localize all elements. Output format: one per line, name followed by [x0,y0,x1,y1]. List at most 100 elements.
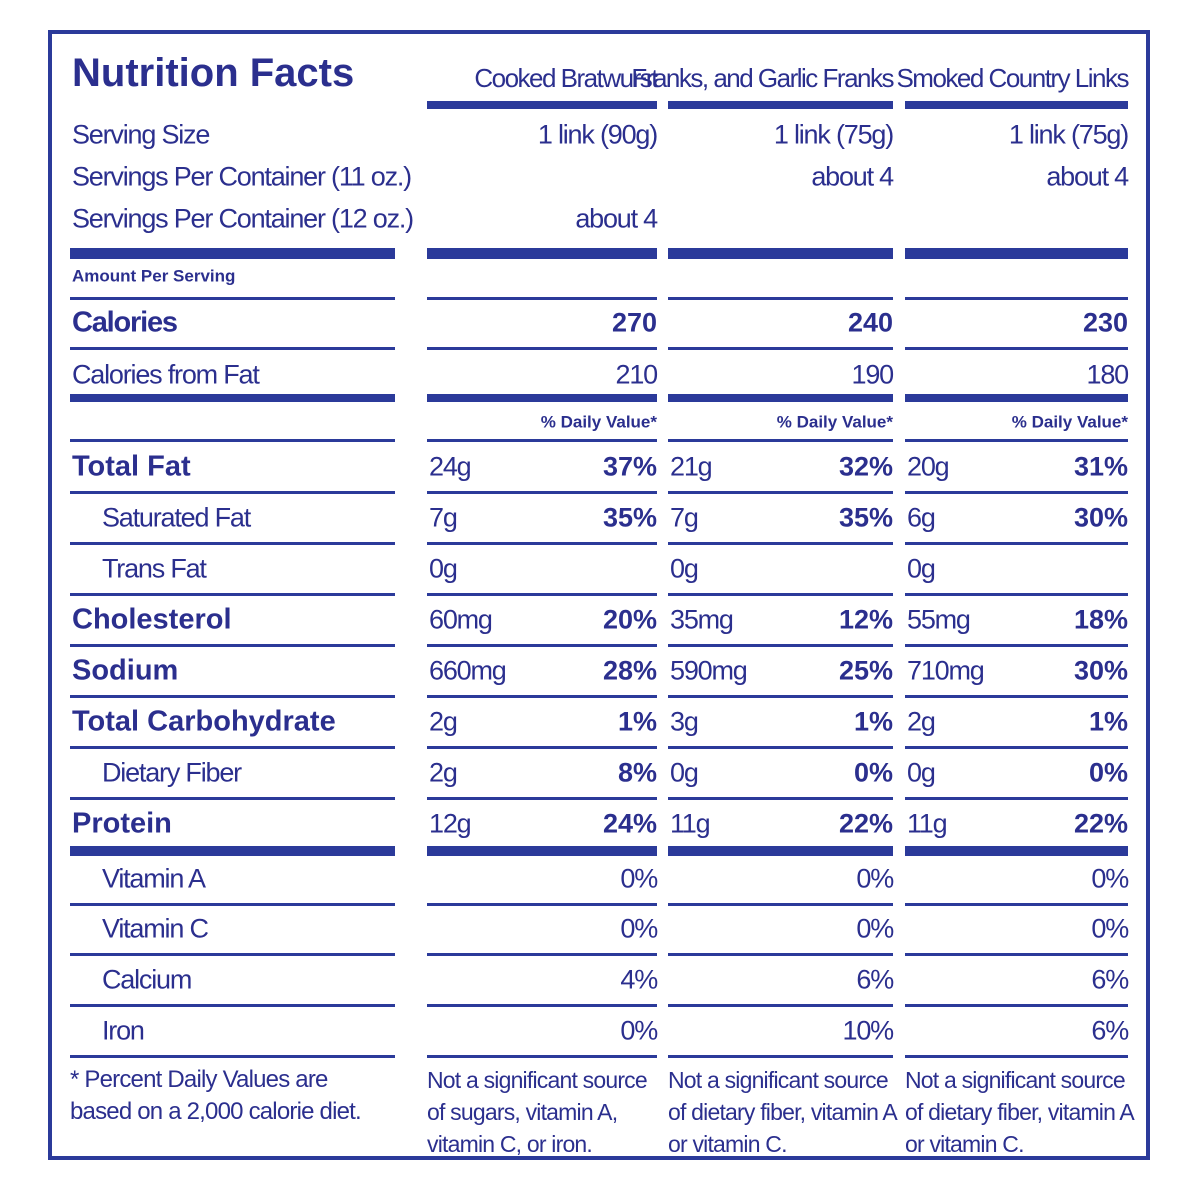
rule [427,902,657,906]
amount: 660mg [429,655,507,686]
value: about 4 [811,161,894,192]
percent: 0% [853,757,893,788]
amount: 590mg [670,655,748,686]
percent: 1% [853,706,893,737]
percent: 0% [856,913,894,944]
percent: 31% [1073,451,1128,482]
value: 270 [611,307,657,338]
percent: 6% [856,964,894,995]
row-label: Cholesterol [72,603,232,636]
amount: 55mg [907,604,971,635]
rule [70,1054,395,1058]
percent: 35% [838,502,893,533]
rule [70,346,395,350]
row-label: Calories from Fat [72,359,260,390]
column-footnote: Not a significant source of sugars, vita… [427,1067,648,1157]
rule [70,643,395,647]
rule [427,952,657,956]
title: Nutrition Facts [72,51,355,95]
rule [905,796,1128,800]
amount: 6g [907,502,936,533]
percent: 35% [602,502,657,533]
rule [905,643,1128,647]
percent: 24% [602,808,657,839]
rule [668,846,893,856]
rule [668,952,893,956]
percent: 0% [620,913,658,944]
percent: 20% [602,604,657,635]
percent: 18% [1073,604,1128,635]
rule [905,438,1128,442]
row-label: Amount Per Serving [72,266,236,286]
amount: 710mg [907,655,985,686]
rule [668,592,893,596]
row-label: Serving Size [72,119,210,150]
dv-header: % Daily Value* [540,412,657,432]
row-label: Vitamin C [102,913,209,944]
percent: 22% [1073,808,1128,839]
amount: 7g [670,502,699,533]
rule [905,902,1128,906]
percent: 0% [620,1015,658,1046]
amount: 3g [670,706,699,737]
amount: 35mg [670,604,734,635]
percent: 30% [1073,502,1128,533]
rule [427,346,657,350]
row-label: Calcium [102,964,192,995]
percent: 12% [838,604,893,635]
percent: 6% [1091,964,1129,995]
dv-header: % Daily Value* [1011,412,1128,432]
amount: 0g [670,757,699,788]
row-label: Protein [72,807,172,840]
rule [905,1003,1128,1007]
rule [70,902,395,906]
rule [70,247,395,259]
rule [905,694,1128,698]
rule [427,1054,657,1058]
rule [70,796,395,800]
rule [668,541,893,545]
percent: 0% [1088,757,1128,788]
rule [427,643,657,647]
rule [70,394,395,402]
rule [70,694,395,698]
amount: 2g [429,757,458,788]
rule [427,296,657,300]
percent: 22% [838,808,893,839]
rule [427,745,657,749]
percent: 0% [620,863,658,894]
amount: 0g [907,757,936,788]
percent: 28% [602,655,657,686]
row-label: Sodium [72,654,179,687]
rule [668,394,893,402]
percent: 0% [1091,863,1129,894]
percent: 1% [617,706,657,737]
rule [668,101,893,109]
amount: 24g [429,451,472,482]
amount: 2g [907,706,936,737]
amount: 11g [907,808,948,839]
row-label: Iron [102,1015,145,1046]
percent: 4% [620,964,658,995]
percent: 37% [602,451,657,482]
rule [668,490,893,494]
column-name: Franks, and Garlic Franks [631,63,894,93]
percent: 0% [1091,913,1129,944]
value: 1 link (90g) [537,119,658,150]
rule [905,490,1128,494]
row-label: Dietary Fiber [102,757,242,788]
amount: 2g [429,706,458,737]
rule [427,796,657,800]
row-label: Servings Per Container (12 oz.) [72,203,414,234]
amount: 21g [670,451,713,482]
rule [905,247,1128,259]
amount: 60mg [429,604,493,635]
rule [668,796,893,800]
rule [905,745,1128,749]
rule [427,694,657,698]
rule [427,592,657,596]
rule [427,438,657,442]
rule [427,1003,657,1007]
rule [70,846,395,856]
